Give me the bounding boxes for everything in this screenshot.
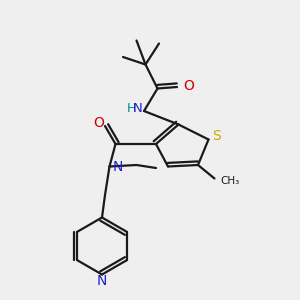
Text: N: N xyxy=(133,102,143,115)
Text: S: S xyxy=(212,130,221,143)
Text: H: H xyxy=(127,102,136,115)
Text: N: N xyxy=(112,160,123,174)
Text: N: N xyxy=(97,274,107,288)
Text: O: O xyxy=(184,79,194,92)
Text: O: O xyxy=(93,116,104,130)
Text: CH₃: CH₃ xyxy=(220,176,239,186)
